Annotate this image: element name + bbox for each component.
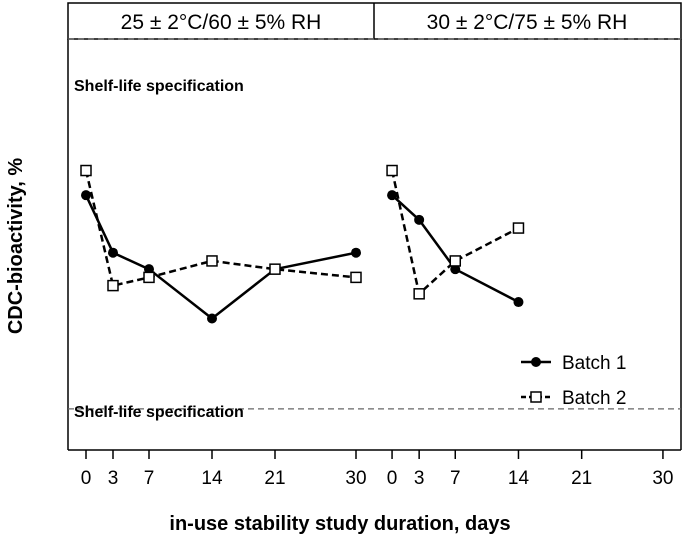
x-axis-ticks: 0 3 7 14 21 30 0 3 7 14 21 30 (81, 450, 674, 489)
x-tick-label: 0 (81, 468, 92, 489)
data-point-batch1 (81, 190, 91, 201)
legend-marker-batch1 (531, 357, 541, 367)
series-line-batch1 (391, 194, 520, 304)
data-point-batch1 (351, 247, 361, 258)
data-point-batch2 (386, 164, 398, 177)
legend-label-batch1: Batch 1 (562, 353, 626, 374)
x-tick-label: 7 (144, 468, 155, 489)
x-tick-label: 30 (652, 468, 673, 489)
x-tick-label: 14 (201, 468, 223, 489)
data-point-batch2 (350, 271, 362, 284)
x-tick-label: 7 (450, 468, 461, 489)
data-point-batch1 (414, 214, 425, 225)
x-tick-label: 3 (108, 468, 119, 489)
data-point-batch1 (513, 297, 524, 308)
data-point-batch2 (107, 279, 119, 292)
legend: Batch 1 Batch 2 (521, 353, 626, 409)
data-point-batch1 (387, 190, 398, 201)
spec-label-upper: Shelf-life specification (74, 78, 244, 95)
x-tick-label: 30 (345, 468, 366, 489)
series-line-batch2 (84, 170, 357, 287)
data-point-batch2 (143, 271, 155, 284)
series-line-batch2 (390, 170, 520, 296)
x-tick-label: 21 (264, 468, 285, 489)
data-point-batch1 (207, 313, 217, 324)
x-tick-label: 0 (387, 468, 398, 489)
legend-marker-batch2 (530, 391, 542, 403)
series-layer (80, 164, 525, 324)
data-point-batch2 (206, 255, 218, 267)
x-axis-title: in-use stability study duration, days (169, 513, 510, 535)
data-point-batch1 (108, 247, 118, 258)
data-point-batch2 (269, 263, 281, 275)
strip-label-1: 25 ± 2°C/60 ± 5% RH (121, 11, 322, 34)
data-point-batch2 (449, 255, 462, 267)
spec-label-lower: Shelf-life specification (74, 404, 244, 421)
x-tick-label: 3 (414, 468, 425, 489)
strip-label-2: 30 ± 2°C/75 ± 5% RH (427, 11, 628, 34)
series-line-batch1 (84, 194, 357, 320)
x-tick-label: 14 (508, 468, 530, 489)
y-axis-title: CDC-bioactivity, % (5, 158, 27, 335)
data-point-batch2 (512, 222, 525, 234)
data-point-batch2 (80, 164, 92, 177)
data-point-batch2 (413, 288, 425, 300)
legend-label-batch2: Batch 2 (562, 388, 626, 409)
x-tick-label: 21 (571, 468, 592, 489)
